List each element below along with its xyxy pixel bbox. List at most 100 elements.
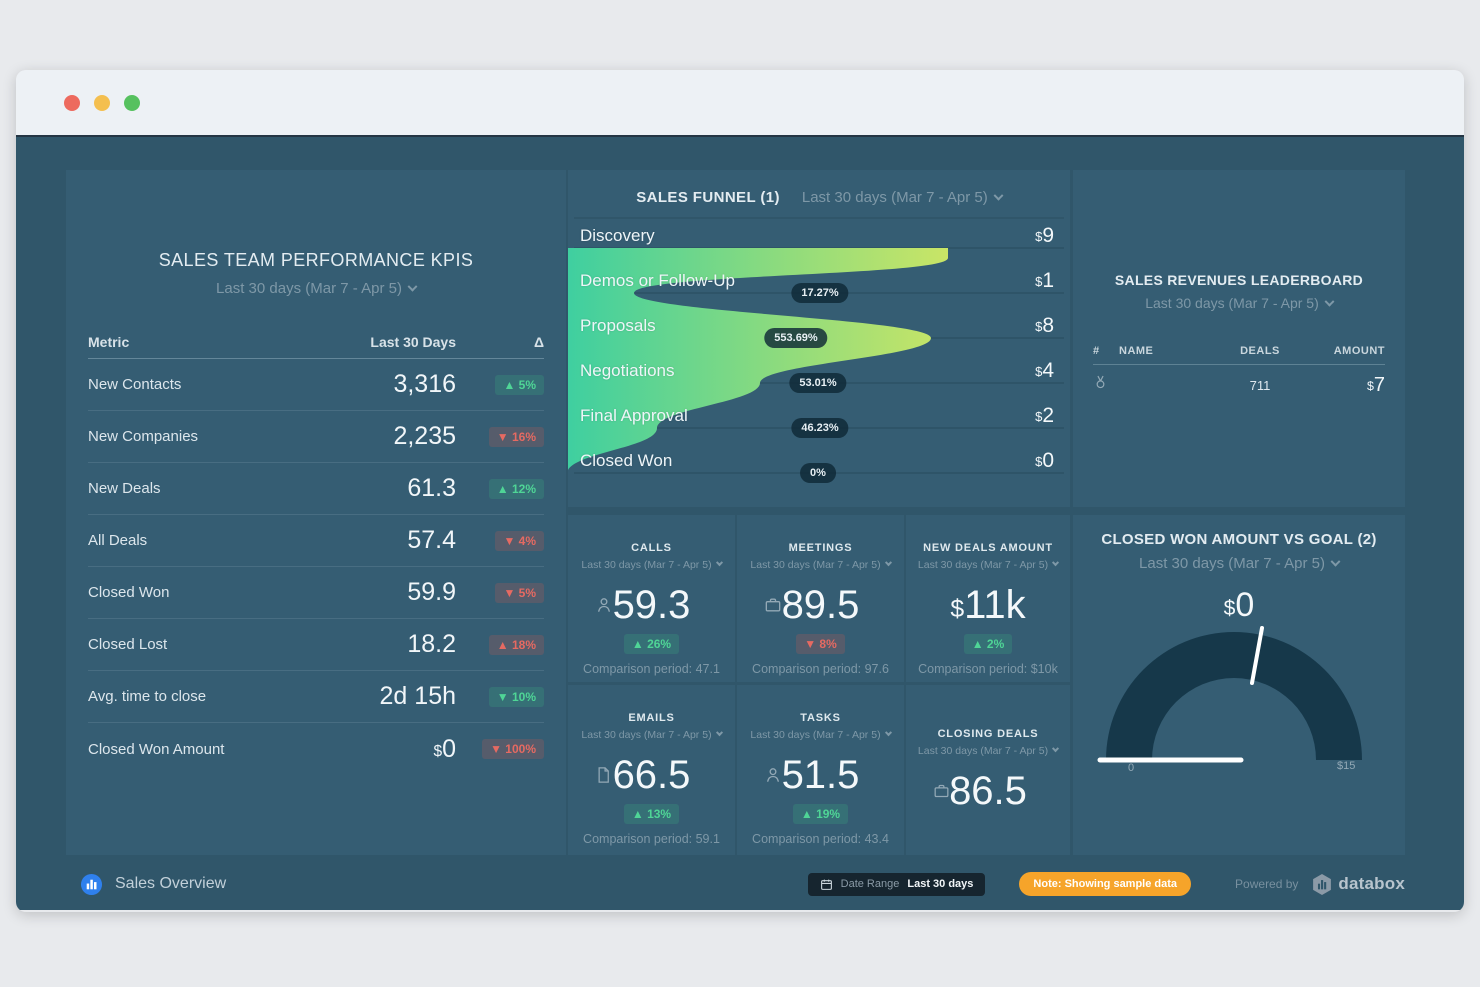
metric-card-calls: CALLS Last 30 days (Mar 7 - Apr 5) 59.3 … <box>568 515 735 682</box>
gauge-min-label: 0 <box>1128 762 1135 774</box>
calendar-icon <box>820 879 832 890</box>
chevron-down-icon <box>884 729 892 737</box>
leaderboard-date-range-dropdown[interactable]: Last 30 days (Mar 7 - Apr 5) <box>1073 295 1405 311</box>
card-date-range-dropdown[interactable]: Last 30 days (Mar 7 - Apr 5) <box>918 745 1060 757</box>
table-row: Avg. time to close 2d 15h ▼ 10% <box>88 671 544 723</box>
comparison-period: Comparison period: 59.1 <box>583 832 720 846</box>
person-icon <box>766 768 780 782</box>
briefcase-icon <box>765 598 781 612</box>
funnel-header: SALES FUNNEL (1) Last 30 days (Mar 7 - A… <box>568 170 1070 206</box>
gauge-panel: 0 $15 CLOSED WON AMOUNT VS GOAL (2) Last… <box>1073 515 1405 855</box>
kpi-table: Metric Last 30 Days Δ New Contacts 3,316… <box>88 325 544 775</box>
leaderboard-panel: SALES REVENUES LEADERBOARD Last 30 days … <box>1073 170 1405 507</box>
app-window: SALES TEAM PERFORMANCE KPIS Last 30 days… <box>16 70 1464 912</box>
zoom-window-button[interactable] <box>124 94 140 111</box>
card-date-range-dropdown[interactable]: Last 30 days (Mar 7 - Apr 5) <box>750 559 892 571</box>
chevron-down-icon <box>715 729 723 737</box>
card-date-range-dropdown[interactable]: Last 30 days (Mar 7 - Apr 5) <box>581 559 723 571</box>
chevron-down-icon <box>407 281 418 292</box>
databox-logo-icon <box>1313 873 1332 895</box>
delta-badge: ▲ 26% <box>623 634 680 654</box>
table-row: New Companies 2,235 ▼ 16% <box>88 411 544 463</box>
kpi-panel-title: SALES TEAM PERFORMANCE KPIS <box>158 250 474 270</box>
delta-badge: ▲ 12% <box>488 478 544 499</box>
table-row: All Deals 57.4 ▼ 4% <box>88 515 544 567</box>
table-row: New Contacts 3,316 ▲ 5% <box>88 359 544 411</box>
date-range-selector[interactable]: Date Range Last 30 days <box>807 872 986 896</box>
metric-card-emails: EMAILS Last 30 days (Mar 7 - Apr 5) 66.5… <box>568 685 735 855</box>
kpi-table-panel: SALES TEAM PERFORMANCE KPIS Last 30 days… <box>66 170 566 855</box>
metric-card-meetings: MEETINGS Last 30 days (Mar 7 - Apr 5) 89… <box>737 515 904 682</box>
databox-app-icon <box>80 873 103 895</box>
conversion-badge: 46.23% <box>791 418 849 438</box>
conversion-badge: 53.01% <box>789 373 847 393</box>
header-metric: Metric <box>88 333 130 350</box>
delta-badge: ▲ 18% <box>488 634 544 655</box>
metric-card-closing-deals: CLOSING DEALS Last 30 days (Mar 7 - Apr … <box>906 685 1070 855</box>
funnel-stage: Closed Won $0 <box>580 449 1054 472</box>
databox-brand-link[interactable]: databox <box>1312 873 1405 895</box>
window-titlebar <box>16 70 1464 137</box>
delta-badge: ▲ 5% <box>495 374 544 395</box>
delta-badge: ▲ 19% <box>792 804 849 824</box>
funnel-ribbon <box>568 248 948 470</box>
document-icon <box>598 767 609 783</box>
funnel-stage: Demos or Follow-Up $1 <box>580 269 1054 292</box>
close-window-button[interactable] <box>64 94 80 111</box>
minimize-window-button[interactable] <box>94 94 110 111</box>
kpi-date-range-dropdown[interactable]: Last 30 days (Mar 7 - Apr 5) <box>66 280 566 297</box>
leaderboard-header: # NAME DEALS AMOUNT <box>1093 337 1385 365</box>
comparison-period: Comparison period: $10k <box>918 662 1058 676</box>
card-date-range-dropdown[interactable]: Last 30 days (Mar 7 - Apr 5) <box>750 729 892 741</box>
funnel-stage: Negotiations $4 <box>580 359 1054 382</box>
dashboard: SALES TEAM PERFORMANCE KPIS Last 30 days… <box>16 137 1464 910</box>
leaderboard-title: SALES REVENUES LEADERBOARD <box>1114 272 1364 288</box>
person-icon <box>597 598 611 612</box>
medal-icon <box>1096 375 1105 389</box>
delta-badge: ▼ 16% <box>488 426 544 447</box>
gauge-title: CLOSED WON AMOUNT VS GOAL (2) <box>1101 531 1377 548</box>
sales-funnel-panel: SALES FUNNEL (1) Last 30 days (Mar 7 - A… <box>568 170 1070 507</box>
gauge-value: $0 <box>1223 586 1255 624</box>
card-date-range-dropdown[interactable]: Last 30 days (Mar 7 - Apr 5) <box>918 559 1060 571</box>
gauge-date-range-dropdown[interactable]: Last 30 days (Mar 7 - Apr 5) <box>1073 555 1405 572</box>
table-row: Closed Won Amount $0 ▼ 100% <box>88 723 544 775</box>
chevron-down-icon <box>715 559 723 567</box>
delta-badge: ▲ 2% <box>963 634 1013 654</box>
card-date-range-dropdown[interactable]: Last 30 days (Mar 7 - Apr 5) <box>581 729 723 741</box>
comparison-period: Comparison period: 47.1 <box>583 662 720 676</box>
leaderboard-table: # NAME DEALS AMOUNT 711 $7 <box>1093 337 1385 405</box>
header-period: Last 30 Days <box>370 333 456 350</box>
chevron-down-icon <box>1052 745 1060 753</box>
funnel-chart: SALES FUNNEL (1) Last 30 days (Mar 7 - A… <box>568 170 1070 507</box>
gauge-goal-marker <box>1250 626 1264 685</box>
delta-badge: ▼ 8% <box>796 634 845 654</box>
briefcase-icon <box>934 784 949 798</box>
chevron-down-icon <box>1052 559 1060 567</box>
comparison-period: Comparison period: 97.6 <box>752 662 889 676</box>
delta-badge: ▲ 13% <box>623 804 680 824</box>
funnel-stage: Final Approval $2 <box>580 404 1054 427</box>
comparison-period: Comparison period: 43.4 <box>752 832 889 846</box>
metric-card-tasks: TASKS Last 30 days (Mar 7 - Apr 5) 51.5 … <box>737 685 904 855</box>
powered-by-label: Powered by <box>1235 877 1299 891</box>
funnel-title: SALES FUNNEL (1) <box>636 189 780 206</box>
chevron-down-icon <box>1324 296 1335 307</box>
delta-badge: ▼ 10% <box>488 686 544 707</box>
delta-badge: ▼ 5% <box>495 582 544 603</box>
dashboard-title: Sales Overview <box>115 875 227 892</box>
header-delta: Δ <box>533 333 544 350</box>
table-row: New Deals 61.3 ▲ 12% <box>88 463 544 515</box>
gauge-chart: 0 $15 <box>1073 515 1405 855</box>
metric-card-new-deals-amount: NEW DEALS AMOUNT Last 30 days (Mar 7 - A… <box>906 515 1070 682</box>
funnel-stage: Proposals $8 <box>580 314 1054 337</box>
conversion-badge: 553.69% <box>764 328 828 348</box>
funnel-date-range-dropdown[interactable]: Last 30 days (Mar 7 - Apr 5) <box>802 189 1004 206</box>
sample-data-note-badge: Note: Showing sample data <box>1019 872 1192 896</box>
conversion-badge: 0% <box>800 463 836 483</box>
delta-badge: ▼ 100% <box>482 739 544 759</box>
table-row: Closed Won 59.9 ▼ 5% <box>88 567 544 619</box>
chevron-down-icon <box>884 559 892 567</box>
table-row: 711 $7 <box>1093 365 1385 405</box>
funnel-stage: Discovery $9 <box>580 224 1054 247</box>
